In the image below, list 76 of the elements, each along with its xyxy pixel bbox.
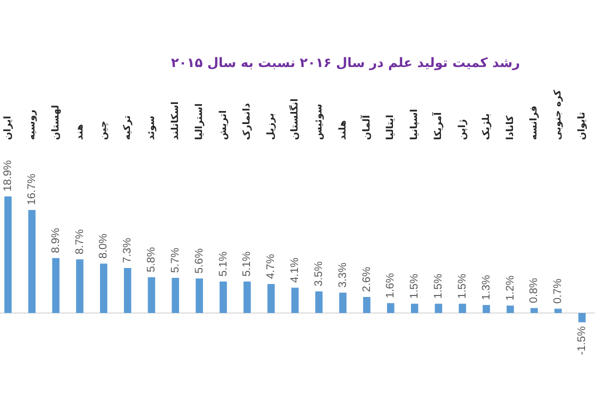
data-label: 18.9%: [2, 160, 14, 192]
x-tick-label: هند: [74, 124, 86, 140]
chart-title: رشد کمیت تولید علم در سال ۲۰۱۶ نسبت به سال ۲۰۱۵: [171, 56, 520, 71]
x-tick-label: ایران: [2, 116, 14, 140]
x-tick-label: ژاپن: [456, 119, 468, 140]
data-label: 1.6%: [384, 272, 397, 298]
bar: [482, 304, 490, 313]
data-label: 5.8%: [146, 246, 158, 272]
data-label: 4.1%: [289, 257, 301, 283]
x-tick-label: اسکاتلند: [170, 101, 181, 140]
x-tick-label: فرانسه: [528, 106, 540, 140]
x-tick-label: استرالیا: [194, 103, 205, 140]
x-tick-label: آلمان: [359, 114, 372, 140]
data-label: 5.6%: [193, 248, 206, 274]
bar: [506, 306, 514, 313]
bar: [28, 210, 36, 313]
data-label: 1.5%: [408, 273, 421, 299]
bar: [578, 313, 586, 322]
data-label: 8.9%: [50, 228, 62, 254]
bar: [530, 308, 538, 313]
data-label: 0.8%: [528, 278, 540, 304]
data-label: 16.7%: [26, 174, 38, 205]
data-label: 1.2%: [504, 275, 516, 301]
x-tick-label: چین: [98, 120, 110, 140]
data-label: 1.3%: [480, 274, 492, 300]
bar: [291, 288, 299, 313]
bar: [363, 296, 370, 313]
x-tick-label: کانادا: [504, 115, 516, 140]
bar: [387, 303, 394, 313]
bar: [267, 284, 275, 313]
bar: [244, 282, 251, 313]
bar: [172, 278, 180, 313]
x-tick-label: برزیل: [266, 113, 277, 140]
data-label: 5.1%: [217, 251, 230, 277]
x-tick-label: اتریش: [218, 110, 229, 140]
data-label: 8.7%: [74, 229, 86, 254]
bar: [196, 278, 203, 313]
bar: [124, 268, 132, 313]
x-tick-label: ترکیه: [122, 115, 134, 140]
data-label: -1.5%: [576, 326, 588, 356]
bar: [458, 304, 466, 313]
data-label: 5.7%: [169, 248, 182, 273]
data-label: 1.5%: [456, 273, 468, 299]
data-label: 2.6%: [360, 266, 373, 292]
bar: [52, 258, 60, 313]
x-tick-label: تایوان: [576, 112, 588, 140]
data-label: 7.3%: [122, 238, 134, 263]
x-tick-label: انگلستان: [288, 98, 300, 140]
bar: [434, 304, 442, 313]
data-label: 3.3%: [336, 262, 349, 288]
x-tick-label: سوئیس: [313, 104, 324, 140]
x-tick-label: سوئد: [146, 116, 157, 140]
bar: [4, 196, 12, 313]
bar: [554, 308, 562, 313]
x-tick-label: لهستان: [50, 104, 62, 140]
data-label: 5.1%: [241, 251, 254, 277]
x-tick-label: کره جنوبی: [552, 89, 564, 140]
data-label: 4.7%: [265, 254, 278, 279]
bar: [76, 259, 84, 313]
data-label: 3.5%: [312, 261, 325, 286]
bar: [315, 291, 323, 313]
bar: [339, 292, 346, 313]
x-tick-label: هلند: [337, 120, 348, 140]
x-tick-label: ایتالیا: [385, 114, 396, 140]
x-tick-label: دانمارک: [242, 103, 253, 140]
bar: [148, 277, 156, 313]
x-tick-label: بلژیک: [480, 113, 492, 140]
x-tick-label: آمریکا: [431, 112, 444, 140]
bar: [100, 264, 108, 313]
x-tick-label: اسپانیا: [409, 108, 420, 140]
bar: [410, 304, 418, 313]
bar: [220, 282, 227, 313]
data-label: 0.7%: [552, 278, 564, 304]
data-label: 1.5%: [432, 273, 444, 299]
x-tick-label: روسیه: [26, 110, 38, 140]
data-label: 8.0%: [98, 233, 110, 259]
